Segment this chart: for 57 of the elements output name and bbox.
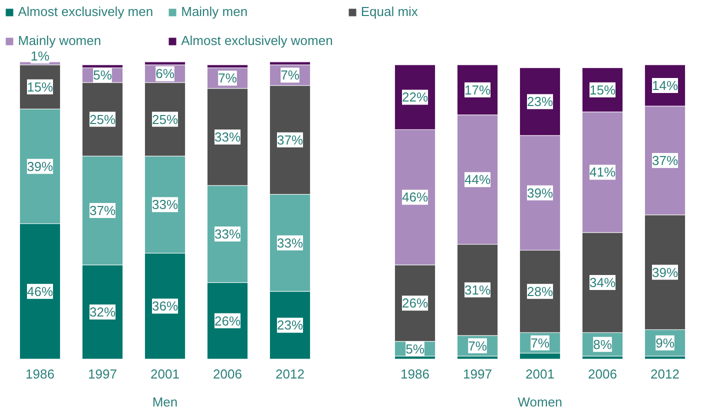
x-tick-label: 2001 bbox=[150, 366, 180, 382]
data-label: 5% bbox=[93, 68, 112, 83]
data-label: 37% bbox=[89, 202, 116, 218]
data-label: 44% bbox=[464, 172, 491, 188]
data-label: 23% bbox=[276, 318, 304, 333]
data-label: 9% bbox=[656, 335, 675, 350]
data-label: 28% bbox=[526, 284, 554, 299]
data-label: 39% bbox=[26, 158, 54, 174]
legend-label: Equal mix bbox=[360, 4, 418, 19]
legend-label: Mainly women bbox=[18, 33, 102, 48]
data-label: 15% bbox=[26, 79, 54, 94]
data-label: 23% bbox=[526, 94, 554, 110]
data-label: 46% bbox=[26, 284, 54, 299]
data-label: 32% bbox=[89, 304, 116, 320]
x-tick-label: 2006 bbox=[213, 366, 242, 382]
data-label: 26% bbox=[402, 296, 428, 311]
x-tick-label: 2012 bbox=[650, 366, 680, 382]
data-label: 46% bbox=[402, 190, 428, 205]
data-label: 1% bbox=[30, 48, 50, 64]
data-label: 31% bbox=[464, 282, 491, 298]
x-tick-label: 1997 bbox=[88, 366, 117, 382]
data-label: 41% bbox=[589, 164, 616, 180]
legend-label: Almost exclusively women bbox=[181, 33, 333, 48]
data-label: 33% bbox=[214, 129, 241, 144]
data-label: 14% bbox=[652, 78, 678, 93]
x-tick-label: 2012 bbox=[276, 366, 304, 382]
x-tick-label: 1986 bbox=[26, 366, 54, 382]
x-tick-label: 1986 bbox=[400, 366, 430, 382]
data-label: 26% bbox=[214, 313, 241, 328]
x-axis-title: Men bbox=[152, 394, 178, 410]
data-label: 6% bbox=[156, 66, 175, 82]
data-label: 33% bbox=[276, 235, 304, 250]
data-label: 37% bbox=[652, 152, 678, 168]
legend-label: Mainly men bbox=[181, 4, 248, 19]
data-label: 17% bbox=[464, 82, 491, 98]
data-label: 25% bbox=[152, 112, 178, 127]
data-label: 36% bbox=[152, 298, 178, 314]
x-tick-label: 2001 bbox=[526, 366, 554, 382]
data-label: 39% bbox=[652, 264, 678, 280]
data-label: 33% bbox=[152, 197, 178, 212]
x-tick-label: 1997 bbox=[463, 366, 492, 382]
data-label: 7% bbox=[530, 335, 550, 350]
data-label: 7% bbox=[218, 70, 238, 86]
data-label: 7% bbox=[468, 338, 488, 354]
data-label: 5% bbox=[406, 341, 425, 356]
data-label: 22% bbox=[402, 90, 428, 105]
data-label: 39% bbox=[526, 185, 554, 200]
x-tick-label: 2006 bbox=[588, 366, 617, 382]
data-label: 33% bbox=[214, 226, 241, 242]
data-label: 25% bbox=[89, 112, 116, 127]
legend-label: Almost exclusively men bbox=[18, 4, 154, 19]
data-label: 34% bbox=[589, 275, 616, 290]
data-label: 15% bbox=[589, 82, 616, 98]
data-label: 8% bbox=[593, 336, 612, 352]
data-label: 37% bbox=[276, 132, 304, 148]
data-label: 7% bbox=[280, 68, 300, 83]
x-axis-title: Women bbox=[518, 394, 562, 410]
